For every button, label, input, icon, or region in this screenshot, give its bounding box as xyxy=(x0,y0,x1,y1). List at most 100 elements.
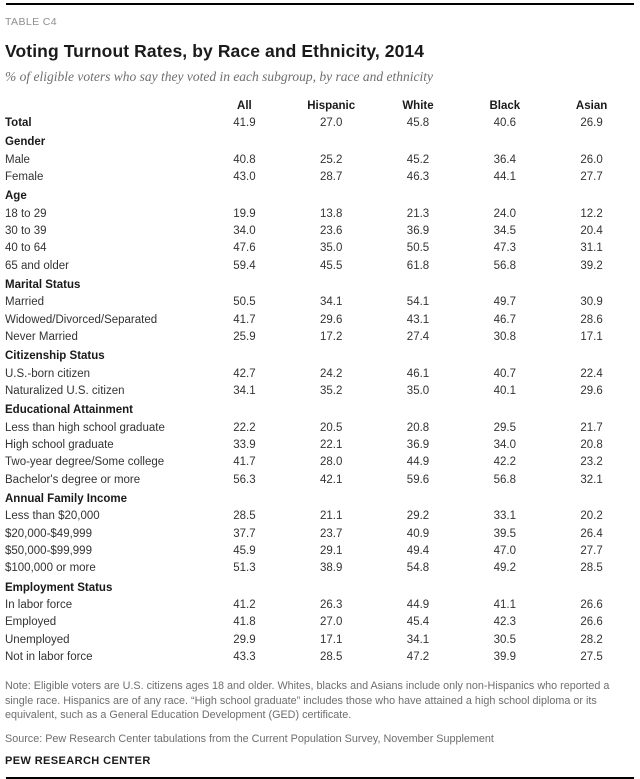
cell-value: 25.9 xyxy=(233,331,256,344)
cell-value: 44.9 xyxy=(406,599,430,611)
cell-value: 43.0 xyxy=(233,171,256,184)
cell-value: 26.6 xyxy=(580,599,603,611)
cell-value: 56.8 xyxy=(493,259,516,272)
cell-value xyxy=(461,400,548,419)
cell-value: 47.6 xyxy=(233,242,256,255)
cell-value: 20.4 xyxy=(580,225,603,238)
cell-value xyxy=(461,186,548,205)
cell-value xyxy=(461,578,548,597)
column-header: Hispanic xyxy=(307,100,356,112)
top-rule xyxy=(6,3,634,5)
column-header: Asian xyxy=(575,100,608,112)
table-row: High school graduate 33.9 22.1 36.9 34.0 20.8 xyxy=(5,437,635,454)
cell-value: 32.1 xyxy=(580,473,603,486)
cell-value xyxy=(288,578,375,597)
cell-value: 42.1 xyxy=(320,473,343,486)
table-row: $100,000 or more 51.3 38.9 54.8 49.2 28.5 xyxy=(5,560,635,577)
cell-value: 21.7 xyxy=(580,421,603,434)
cell-value xyxy=(461,275,548,294)
cell-value: 21.1 xyxy=(320,510,343,523)
cell-value: 41.8 xyxy=(233,616,256,629)
cell-value xyxy=(375,132,462,151)
cell-value: 29.2 xyxy=(406,510,430,523)
cell-value: 26.0 xyxy=(580,153,603,166)
cell-value xyxy=(201,578,288,597)
row-label: Never Married xyxy=(5,331,78,344)
voting-turnout-table: All Hispanic White Black Asian Total 41.9 27.0… xyxy=(5,98,635,666)
cell-value: 49.2 xyxy=(493,562,516,575)
cell-value: 21.3 xyxy=(406,207,430,220)
cell-value: 28.5 xyxy=(320,651,343,664)
row-label: Married xyxy=(5,296,44,309)
cell-value: 29.6 xyxy=(320,313,343,326)
cell-value: 13.8 xyxy=(320,207,343,220)
table-row: Never Married 25.9 17.2 27.4 30.8 17.1 xyxy=(5,329,635,346)
cell-value: 42.3 xyxy=(493,616,516,629)
row-label: Age xyxy=(5,190,27,203)
cell-value xyxy=(375,275,462,294)
cell-value xyxy=(201,132,288,151)
row-label-header xyxy=(5,98,201,115)
cell-value: 44.1 xyxy=(493,171,516,184)
cell-value: 20.8 xyxy=(406,421,430,434)
cell-value: 24.2 xyxy=(320,367,343,380)
table-row: Two-year degree/Some college 41.7 28.0 44.9… xyxy=(5,454,635,471)
cell-value xyxy=(548,186,635,205)
cell-value xyxy=(375,400,462,419)
cell-value: 61.8 xyxy=(406,259,430,272)
cell-value: 22.4 xyxy=(580,367,603,380)
cell-value: 27.5 xyxy=(580,651,603,664)
cell-value: 28.5 xyxy=(233,510,256,523)
cell-value: 46.7 xyxy=(493,313,516,326)
page-subtitle: % of eligible voters who say they voted … xyxy=(5,69,434,84)
table-row: Less than $20,000 28.5 21.1 29.2 33.1 20.2 xyxy=(5,508,635,525)
cell-value xyxy=(288,186,375,205)
cell-value: 35.0 xyxy=(406,385,430,398)
cell-value: 17.1 xyxy=(580,331,603,344)
cell-value: 29.1 xyxy=(320,545,343,558)
table-row: Citizenship Status xyxy=(5,346,635,365)
row-label: Marital Status xyxy=(5,279,81,291)
table-body: Total 41.9 27.0 45.8 40.6 26.9 Gender Male 40.8 2… xyxy=(5,115,635,666)
cell-value: 46.1 xyxy=(406,367,430,380)
cell-value: 50.5 xyxy=(233,296,256,309)
cell-value: 20.8 xyxy=(580,439,603,451)
cell-value: 41.7 xyxy=(233,456,256,469)
row-label: $20,000-$49,999 xyxy=(5,527,92,540)
cell-value: 41.2 xyxy=(233,599,256,611)
cell-value: 59.4 xyxy=(233,259,256,272)
cell-value: 30.9 xyxy=(580,296,603,309)
cell-value xyxy=(461,346,548,365)
table-row: 65 and older 59.4 45.5 61.8 56.8 39.2 xyxy=(5,258,635,275)
table-row: Male 40.8 25.2 45.2 36.4 26.0 xyxy=(5,152,635,169)
cell-value: 50.5 xyxy=(406,242,430,255)
table-header-row: All Hispanic White Black Asian xyxy=(5,98,635,115)
table-row: Less than high school graduate 22.2 20.5 20… xyxy=(5,419,635,436)
table-row: Employed 41.8 27.0 45.4 42.3 26.6 xyxy=(5,614,635,631)
row-label: Two-year degree/Some college xyxy=(5,456,165,469)
cell-value: 39.5 xyxy=(493,527,516,540)
column-header: All xyxy=(237,100,252,112)
row-label: Employed xyxy=(5,616,57,629)
row-label: Unemployed xyxy=(5,633,70,646)
cell-value: 45.8 xyxy=(406,117,430,130)
cell-value xyxy=(288,275,375,294)
table-row: 40 to 64 47.6 35.0 50.5 47.3 31.1 xyxy=(5,240,635,257)
cell-value: 45.2 xyxy=(406,153,430,166)
row-label: $50,000-$99,999 xyxy=(5,545,92,558)
cell-value xyxy=(548,275,635,294)
table-row: Marital Status xyxy=(5,275,635,294)
cell-value: 19.9 xyxy=(233,207,256,220)
cell-value: 41.1 xyxy=(493,599,516,611)
cell-value xyxy=(548,489,635,508)
cell-value: 28.7 xyxy=(320,171,343,184)
cell-value: 51.3 xyxy=(233,562,256,575)
row-label: Citizenship Status xyxy=(5,350,105,363)
row-label: Not in labor force xyxy=(5,651,93,664)
table-row: Bachelor's degree or more 56.3 42.1 59.6 56.… xyxy=(5,472,635,489)
table-row: Unemployed 29.9 17.1 34.1 30.5 28.2 xyxy=(5,632,635,649)
row-label: In labor force xyxy=(5,599,73,611)
cell-value: 34.1 xyxy=(406,633,430,646)
cell-value: 34.5 xyxy=(493,225,516,238)
